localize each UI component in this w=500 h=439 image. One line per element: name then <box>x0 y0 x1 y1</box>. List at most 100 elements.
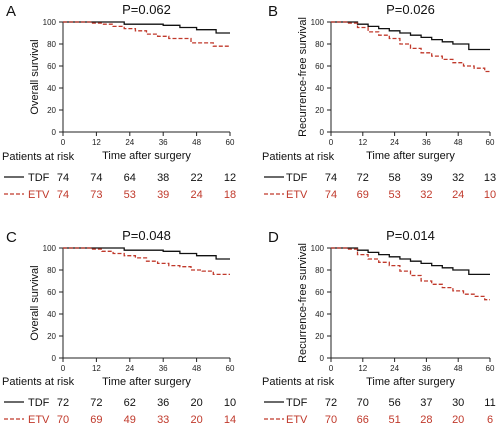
x-tick-label: 0 <box>329 138 334 147</box>
x-tick-label: 60 <box>486 138 495 147</box>
y-tick-label: 20 <box>315 106 324 115</box>
x-tick-label: 0 <box>61 364 66 373</box>
y-tick-label: 40 <box>47 310 56 319</box>
risk-value: 49 <box>124 414 136 426</box>
risk-value: 10 <box>224 397 236 409</box>
risk-value: 10 <box>484 189 496 201</box>
x-axis-label: Time after surgery <box>102 150 191 162</box>
risk-value: 72 <box>357 172 369 184</box>
panel-letter: B <box>268 3 278 20</box>
x-axis-label: Time after surgery <box>366 376 455 388</box>
y-tick-label: 80 <box>315 266 324 275</box>
risk-table: Patients at risk TDF 74 74 64 38 22 12 ETV 74 73 53… <box>2 151 236 201</box>
risk-value: 74 <box>90 172 102 184</box>
x-tick-label: 60 <box>486 364 495 373</box>
panel-c: C P=0.048 0 20 40 60 80 100 0 12 24 36 48 60 Time afte… <box>2 228 236 426</box>
risk-value: 38 <box>157 172 169 184</box>
risk-row-label: TDF <box>28 397 50 409</box>
p-value: P=0.014 <box>386 228 435 243</box>
risk-value: 58 <box>388 172 400 184</box>
y-tick-label: 100 <box>43 244 57 253</box>
risk-table: Patients at risk TDF 72 72 62 36 20 10 ETV 70 69 49… <box>2 376 236 426</box>
risk-value: 6 <box>487 414 493 426</box>
y-axis-label: Overall survival <box>29 265 41 340</box>
risk-value: 69 <box>357 189 369 201</box>
risk-value: 39 <box>157 189 169 201</box>
panel-b: B P=0.026 0 20 40 60 80 100 0 12 24 36 48 60 Time afte… <box>262 2 496 201</box>
risk-row-label: TDF <box>28 172 50 184</box>
risk-row-label: ETV <box>286 189 308 201</box>
y-axis-label: Overall survival <box>29 39 41 114</box>
x-tick-label: 24 <box>390 364 399 373</box>
y-tick-label: 40 <box>315 84 324 93</box>
p-value: P=0.062 <box>122 2 171 17</box>
x-tick-label: 12 <box>92 138 101 147</box>
risk-table-header: Patients at risk <box>262 151 335 163</box>
risk-table-header: Patients at risk <box>262 376 335 388</box>
y-tick-label: 20 <box>315 332 324 341</box>
risk-value: 72 <box>325 397 337 409</box>
x-axis-label: Time after surgery <box>102 376 191 388</box>
survival-curve-tdf <box>63 21 230 34</box>
risk-row-label: ETV <box>28 189 50 201</box>
x-tick-label: 60 <box>226 364 235 373</box>
risk-value: 33 <box>157 414 169 426</box>
x-tick-label: 24 <box>390 138 399 147</box>
panel-letter: C <box>6 229 17 246</box>
panel-letter: D <box>268 229 279 246</box>
risk-value: 36 <box>157 397 169 409</box>
x-tick-label: 24 <box>125 364 134 373</box>
risk-value: 64 <box>124 172 136 184</box>
risk-value: 62 <box>124 397 136 409</box>
y-tick-label: 40 <box>315 310 324 319</box>
risk-value: 70 <box>57 414 69 426</box>
y-tick-label: 100 <box>311 244 325 253</box>
survival-curve-tdf <box>63 247 230 260</box>
x-tick-label: 36 <box>422 364 431 373</box>
risk-value: 30 <box>452 397 464 409</box>
risk-value: 32 <box>452 172 464 184</box>
y-tick-label: 60 <box>47 62 56 71</box>
risk-value: 70 <box>325 414 337 426</box>
y-tick-label: 20 <box>47 332 56 341</box>
risk-value: 53 <box>124 189 136 201</box>
y-tick-label: 100 <box>311 18 325 27</box>
y-tick-label: 20 <box>47 106 56 115</box>
risk-value: 56 <box>388 397 400 409</box>
x-tick-label: 0 <box>61 138 66 147</box>
risk-value: 22 <box>190 172 202 184</box>
risk-value: 20 <box>190 414 202 426</box>
x-tick-label: 0 <box>329 364 334 373</box>
y-tick-label: 100 <box>43 18 57 27</box>
risk-table-header: Patients at risk <box>2 151 75 163</box>
y-tick-label: 60 <box>315 62 324 71</box>
panel-a: A P=0.062 0 20 40 60 80 100 0 12 24 36 48 60 Time afte… <box>2 2 236 201</box>
risk-value: 11 <box>484 397 495 409</box>
risk-value: 39 <box>420 172 432 184</box>
risk-row-label: TDF <box>286 397 308 409</box>
x-tick-label: 12 <box>358 364 367 373</box>
p-value: P=0.026 <box>386 2 435 17</box>
risk-value: 20 <box>452 414 464 426</box>
x-tick-label: 12 <box>358 138 367 147</box>
risk-table: Patients at risk TDF 72 70 56 37 30 11 ETV 70 66 51… <box>262 376 496 426</box>
risk-value: 12 <box>224 172 236 184</box>
y-tick-label: 0 <box>52 354 57 363</box>
x-tick-label: 48 <box>192 364 201 373</box>
x-axis-label: Time after surgery <box>366 150 455 162</box>
panel-d: D P=0.014 0 20 40 60 80 100 0 12 24 36 48 60 Time afte… <box>262 228 496 426</box>
survival-curve-etv <box>63 247 230 276</box>
y-axis-label: Recurrence-free survival <box>297 17 309 137</box>
y-tick-label: 80 <box>47 266 56 275</box>
y-tick-label: 40 <box>47 84 56 93</box>
x-tick-label: 24 <box>125 138 134 147</box>
risk-row-label: ETV <box>28 414 50 426</box>
risk-row-label: ETV <box>286 414 308 426</box>
x-tick-label: 12 <box>92 364 101 373</box>
x-tick-label: 36 <box>422 138 431 147</box>
risk-value: 20 <box>190 397 202 409</box>
y-tick-label: 80 <box>315 40 324 49</box>
x-tick-label: 36 <box>159 364 168 373</box>
risk-value: 74 <box>57 172 69 184</box>
